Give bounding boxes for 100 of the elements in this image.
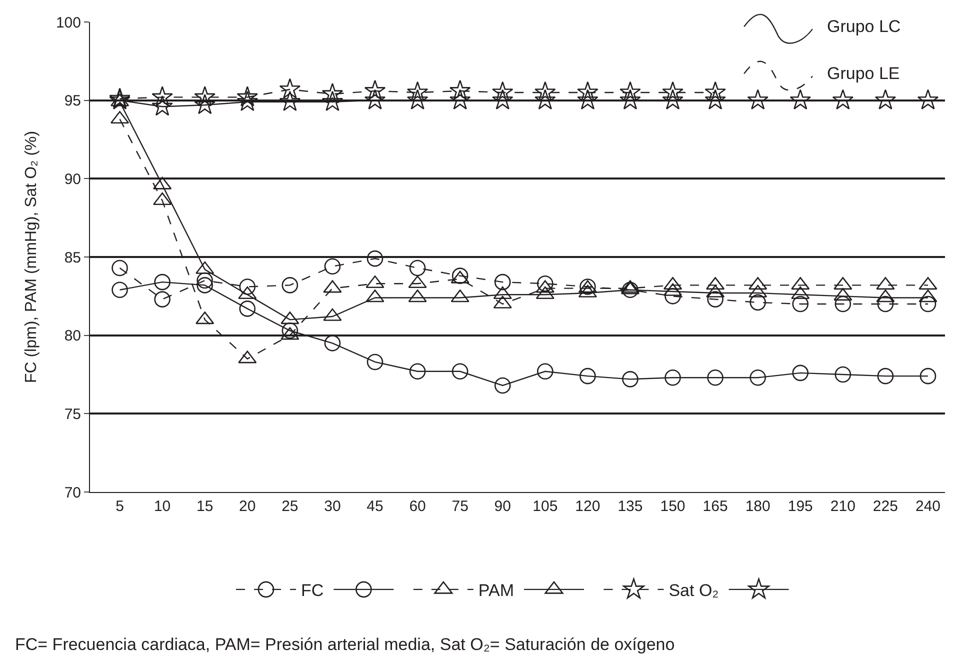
- point: [577, 89, 598, 110]
- x-tick-label: 150: [660, 498, 686, 515]
- point: [196, 272, 213, 289]
- point: [792, 296, 809, 312]
- point: [239, 300, 256, 317]
- point: [834, 366, 852, 383]
- point: [366, 250, 384, 267]
- point: [322, 90, 344, 112]
- point: [194, 94, 216, 114]
- x-tick-label: 120: [575, 498, 600, 515]
- point: [366, 275, 384, 288]
- x-tick-label: 240: [915, 498, 941, 515]
- point: [236, 90, 258, 112]
- point: [622, 371, 638, 388]
- point: [707, 369, 724, 386]
- point: [152, 86, 173, 106]
- point: [239, 278, 256, 295]
- point: [324, 258, 341, 275]
- annotation: Grupo LC: [827, 17, 901, 36]
- point: [664, 369, 681, 386]
- x-tick-label: 210: [830, 498, 856, 515]
- text: FC= Frecuencia cardiaca, PAM= Presión arterial media, Sat O₂= Saturación de oxígeno: [15, 635, 675, 654]
- legend-label: FC: [301, 581, 324, 600]
- point: [322, 82, 344, 104]
- x-tick-label: 225: [872, 498, 898, 515]
- y-tick-label: 95: [64, 92, 81, 110]
- annotation: Grupo LE: [827, 64, 900, 83]
- point: [154, 291, 170, 308]
- point: [580, 368, 596, 384]
- x-tick-label: 20: [239, 498, 256, 515]
- point: [874, 89, 896, 110]
- point: [792, 364, 809, 382]
- point: [537, 363, 554, 380]
- point: [920, 296, 936, 312]
- point: [196, 277, 213, 294]
- point: [920, 368, 936, 384]
- point: [494, 274, 511, 290]
- point: [282, 322, 298, 339]
- legend-label: PAM: [478, 581, 514, 600]
- y-tick-label: 80: [64, 328, 81, 345]
- point: [406, 89, 428, 110]
- point: [662, 89, 684, 110]
- point: [364, 80, 386, 100]
- x-tick-label: 165: [702, 498, 728, 515]
- point: [750, 369, 766, 386]
- x-tick-label: 135: [618, 498, 643, 515]
- point: [409, 363, 426, 380]
- point: [750, 294, 766, 311]
- point: [154, 274, 170, 290]
- point: [832, 89, 854, 110]
- point: [494, 377, 511, 394]
- legend-label: Sat O₂: [668, 581, 719, 600]
- y-tick-label: 70: [64, 484, 81, 502]
- point: [409, 260, 426, 276]
- y-tick-label: 85: [64, 249, 81, 266]
- x-tick-label: 10: [154, 498, 171, 515]
- point: [790, 89, 812, 110]
- x-tick-label: 90: [494, 498, 511, 515]
- point: [408, 275, 427, 288]
- x-tick-label: 60: [409, 498, 426, 515]
- point: [877, 368, 894, 384]
- point: [449, 89, 471, 110]
- point: [324, 335, 341, 352]
- point: [152, 95, 173, 116]
- point: [917, 89, 939, 110]
- x-tick-label: 195: [788, 498, 813, 515]
- y-axis-title: FC (lpm), PAM (mmHg), Sat O₂ (%): [22, 130, 40, 384]
- x-tick-label: 15: [196, 498, 214, 515]
- point: [452, 363, 468, 380]
- point: [366, 354, 384, 370]
- point: [664, 288, 681, 304]
- x-tick-label: 75: [452, 498, 468, 515]
- y-tick-label: 90: [64, 170, 81, 188]
- x-tick-label: 5: [116, 498, 124, 515]
- y-tick-label: 75: [64, 406, 81, 423]
- point: [537, 275, 554, 292]
- point: [452, 268, 468, 284]
- x-tick-label: 180: [745, 498, 770, 515]
- point: [112, 260, 128, 276]
- point: [236, 86, 258, 106]
- point: [112, 282, 128, 298]
- point: [449, 80, 471, 100]
- point: [492, 89, 514, 110]
- x-tick-label: 105: [532, 498, 558, 515]
- x-tick-label: 30: [324, 498, 341, 515]
- point: [194, 86, 216, 106]
- point: [834, 296, 852, 312]
- point: [707, 291, 724, 308]
- point: [620, 89, 641, 110]
- x-tick-label: 45: [366, 498, 384, 515]
- x-tick-label: 25: [282, 498, 298, 515]
- point: [279, 78, 301, 99]
- point: [279, 90, 301, 112]
- point: [534, 89, 556, 110]
- y-tick-label: 100: [56, 14, 81, 32]
- point: [704, 89, 726, 110]
- point: [747, 89, 768, 110]
- point: [364, 89, 386, 110]
- point: [282, 277, 298, 294]
- point: [877, 296, 894, 312]
